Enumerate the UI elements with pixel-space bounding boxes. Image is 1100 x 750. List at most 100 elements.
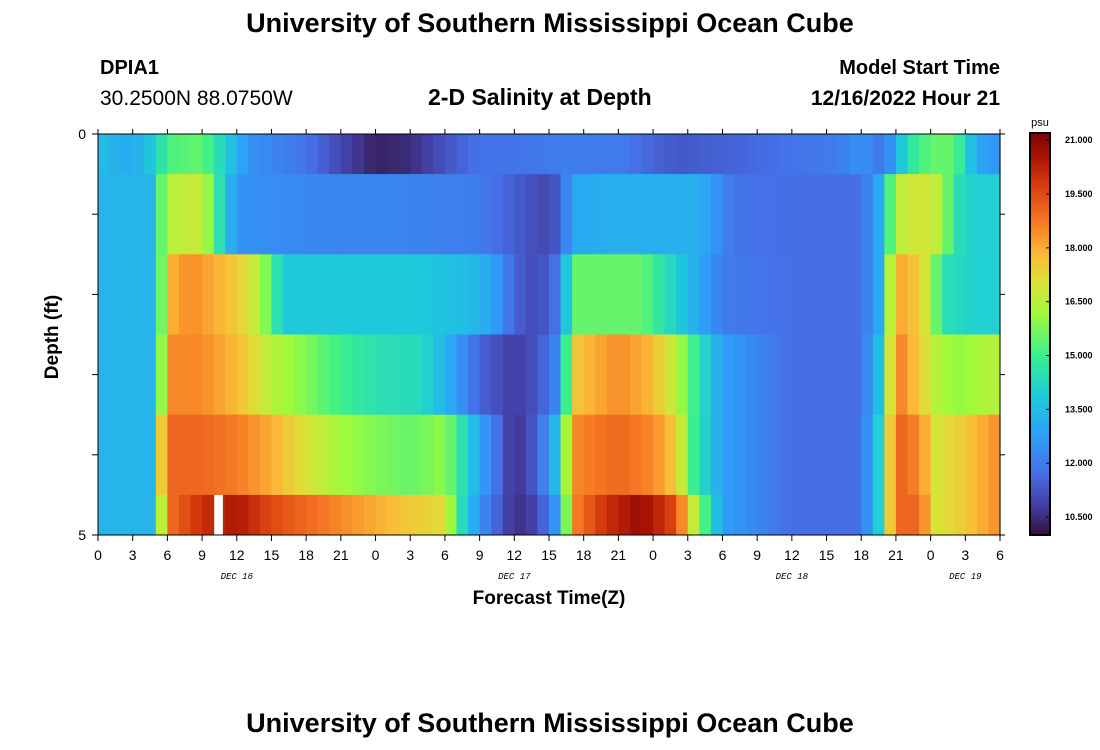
heatmap-cell [167,335,179,416]
heatmap-cell [156,495,168,536]
heatmap-cell [491,174,503,255]
heatmap-cell [734,134,746,175]
heatmap-cell [237,174,249,255]
heatmap-cell [237,134,249,175]
heatmap-cell [873,335,885,416]
heatmap-cell [595,415,607,496]
heatmap-cell [549,174,561,255]
heatmap-cell [711,174,723,255]
heatmap-cell [896,415,908,496]
heatmap-cell [283,174,295,255]
heatmap-cell [144,335,156,416]
heatmap-cell [665,415,677,496]
heatmap-cell [295,335,307,416]
heatmap-cell [491,415,503,496]
heatmap-cell [179,415,191,496]
heatmap-cell [110,254,122,335]
heatmap-cell [676,174,688,255]
heatmap-cell [410,134,422,175]
heatmap-cell [387,134,399,175]
heatmap-cell [526,335,538,416]
heatmap-cell [850,254,862,335]
heatmap-cell [884,335,896,416]
heatmap-cell [607,495,619,536]
heatmap-cell [838,335,850,416]
heatmap-cell [399,134,411,175]
heatmap-cell [815,415,827,496]
heatmap-cell [133,174,145,255]
heatmap-cell [283,415,295,496]
heatmap-cell [896,254,908,335]
heatmap-cell [110,495,122,536]
heatmap-cell [896,495,908,536]
heatmap-cell [665,495,677,536]
x-tick-label: 6 [996,547,1004,563]
heatmap-cell [642,415,654,496]
heatmap-cell [769,134,781,175]
colorbar-tick-label: 21.000 [1065,135,1093,145]
heatmap-cell [549,495,561,536]
heatmap-cell [260,254,272,335]
heatmap-cell [988,335,1000,416]
heatmap-cell [815,174,827,255]
x-tick-label: 12 [507,547,523,563]
heatmap-cell [595,335,607,416]
heatmap-cell [803,495,815,536]
heatmap-cell [364,174,376,255]
heatmap-cell [271,134,283,175]
heatmap-cell [757,495,769,536]
heatmap-cell [526,134,538,175]
colorbar-unit: psu [1031,117,1049,129]
heatmap-cell [699,415,711,496]
heatmap-cell [329,134,341,175]
x-tick-label: 15 [819,547,835,563]
heatmap-cell [410,174,422,255]
heatmap-cell [514,174,526,255]
heatmap-cell [376,174,388,255]
heatmap-cell [838,415,850,496]
heatmap-cell [283,495,295,536]
heatmap-cell [954,495,966,536]
heatmap-cell [942,495,954,536]
heatmap-cell [410,495,422,536]
heatmap-cell [271,415,283,496]
heatmap-cell [433,134,445,175]
heatmap-cell [526,254,538,335]
heatmap-cell [561,495,573,536]
heatmap-cell [769,415,781,496]
heatmap-cell [769,174,781,255]
y-tick-label: 5 [78,527,86,543]
heatmap-cell [734,174,746,255]
heatmap-cell [850,495,862,536]
x-tick-label: 0 [649,547,657,563]
heatmap-cell [607,174,619,255]
heatmap-cell [410,335,422,416]
heatmap-cell [514,254,526,335]
heatmap-cell [179,174,191,255]
heatmap-cell [260,134,272,175]
heatmap-cell [237,495,249,536]
heatmap-cell [954,174,966,255]
heatmap-cell [399,254,411,335]
heatmap-cell [480,495,492,536]
heatmap-cell [422,254,434,335]
heatmap-cell [364,495,376,536]
heatmap-cell [144,174,156,255]
heatmap-cell [780,335,792,416]
colorbar-tick-label: 15.000 [1065,351,1093,361]
heatmap-cell [514,134,526,175]
heatmap-cell [225,134,237,175]
colorbar-tick-label: 12.000 [1065,458,1093,468]
heatmap-cell [988,495,1000,536]
heatmap-cell [780,415,792,496]
heatmap-cell [376,495,388,536]
heatmap-cell [537,254,549,335]
heatmap-cell [688,335,700,416]
heatmap-cell [376,415,388,496]
heatmap-cell [595,134,607,175]
heatmap-cell [422,174,434,255]
heatmap-cell [722,254,734,335]
heatmap-cell [584,415,596,496]
heatmap-cell [595,254,607,335]
heatmap-cell [734,335,746,416]
